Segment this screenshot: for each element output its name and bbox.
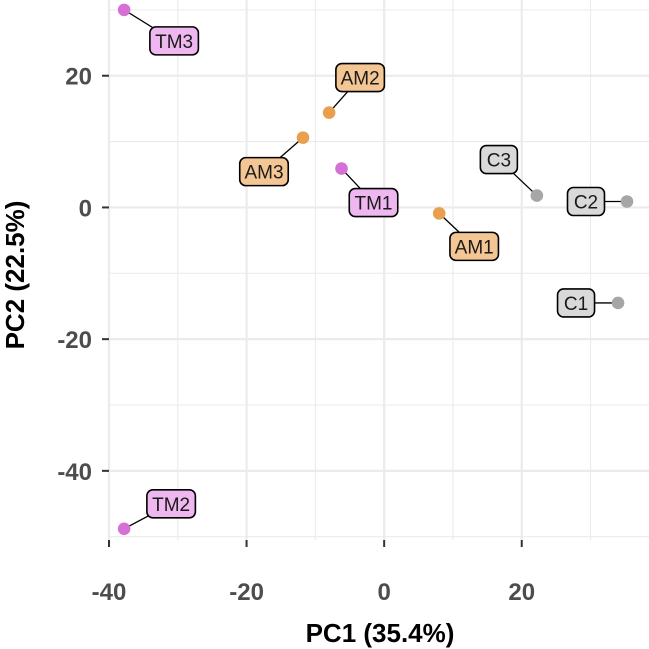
point-label-c3: C3 (479, 144, 519, 175)
point-c3 (530, 189, 544, 202)
label-box (238, 156, 290, 187)
point-label-am1: AM1 (449, 231, 500, 262)
point-am1 (432, 207, 446, 220)
point-c1 (611, 296, 625, 310)
point-c2 (620, 195, 634, 208)
x-tick-label: -20 (229, 579, 264, 606)
point-labels: TM3 AM2 AM3 TM1 AM1 C3 C2 C1 TM2 (146, 26, 606, 519)
label-box (556, 288, 596, 318)
point-tm3 (117, 3, 131, 17)
point-tm1 (335, 162, 348, 175)
label-text: C1 (564, 294, 588, 315)
point-am2 (322, 106, 336, 119)
point-label-tm1: TM1 (348, 187, 399, 218)
label-text: TM3 (155, 32, 193, 53)
grid (107, 0, 649, 540)
label-box (348, 187, 399, 218)
point-label-tm2: TM2 (146, 489, 197, 519)
x-tick-label: 20 (508, 579, 535, 606)
point-tm2 (117, 522, 131, 536)
y-tick-label: 0 (79, 195, 92, 222)
y-tick-label: -40 (57, 459, 92, 486)
label-box (335, 62, 386, 93)
label-text: C2 (574, 193, 598, 214)
point-label-am3: AM3 (238, 156, 290, 187)
x-tick-label: 0 (377, 579, 390, 606)
point-label-c2: C2 (566, 186, 606, 217)
y-tick-label: -20 (57, 327, 92, 354)
label-box (449, 231, 500, 262)
tick-labels: -40 -20 0 20 -40 -20 0 20 (57, 64, 535, 606)
axis-ticks (102, 74, 523, 547)
label-text: AM1 (455, 237, 494, 258)
label-text: TM2 (152, 495, 190, 516)
point-label-am2: AM2 (335, 62, 386, 93)
x-tick-label: -40 (92, 579, 127, 606)
label-box (149, 26, 200, 56)
point-label-tm3: TM3 (149, 26, 200, 56)
y-tick-label: 20 (65, 64, 92, 91)
point-label-c1: C1 (556, 288, 596, 318)
label-text: C3 (487, 151, 511, 172)
data-points (117, 3, 634, 536)
x-axis-title: PC1 (35.4%) (306, 618, 455, 648)
label-box (566, 186, 606, 217)
point-am3 (296, 131, 310, 144)
label-text: AM2 (341, 69, 380, 90)
label-text: TM1 (355, 194, 393, 215)
label-box (479, 144, 519, 175)
label-text: AM3 (244, 163, 283, 184)
label-box (146, 489, 197, 519)
y-axis-title: PC2 (22.5%) (0, 201, 30, 350)
